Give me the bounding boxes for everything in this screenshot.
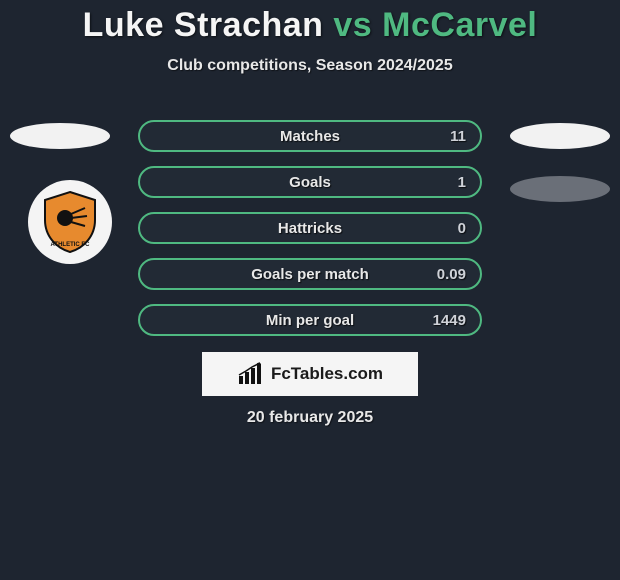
player1-placeholder-oval (10, 123, 110, 149)
club-badge: ATHLETIC FC (28, 180, 112, 264)
date-text: 20 february 2025 (0, 409, 620, 427)
stat-value: 0.09 (437, 266, 466, 283)
bars-icon (237, 362, 265, 386)
player2-name: McCarvel (382, 6, 537, 44)
stat-row-matches: Matches 11 (138, 120, 482, 152)
player1-name: Luke Strachan (83, 6, 324, 44)
player2-secondary-oval (510, 176, 610, 202)
subtitle: Club competitions, Season 2024/2025 (0, 57, 620, 75)
stat-value: 1449 (433, 312, 466, 329)
player2-placeholder-oval (510, 123, 610, 149)
vs-separator: vs (333, 6, 372, 44)
stat-label: Goals (289, 174, 331, 191)
stat-label: Min per goal (266, 312, 354, 329)
stat-label: Matches (280, 128, 340, 145)
svg-text:ATHLETIC FC: ATHLETIC FC (51, 242, 91, 248)
stat-value: 11 (450, 128, 466, 145)
stat-label: Hattricks (278, 220, 342, 237)
branding-text: FcTables.com (271, 364, 383, 384)
stat-row-mpg: Min per goal 1449 (138, 304, 482, 336)
stat-value: 0 (458, 220, 466, 237)
stat-row-gpm: Goals per match 0.09 (138, 258, 482, 290)
stat-value: 1 (458, 174, 466, 191)
comparison-title: Luke Strachan vs McCarvel (0, 0, 620, 45)
stat-row-goals: Goals 1 (138, 166, 482, 198)
shield-icon: ATHLETIC FC (41, 190, 99, 254)
stats-panel: Matches 11 Goals 1 Hattricks 0 Goals per… (138, 120, 482, 350)
stat-row-hattricks: Hattricks 0 (138, 212, 482, 244)
branding-box: FcTables.com (202, 352, 418, 396)
stat-label: Goals per match (251, 266, 369, 283)
